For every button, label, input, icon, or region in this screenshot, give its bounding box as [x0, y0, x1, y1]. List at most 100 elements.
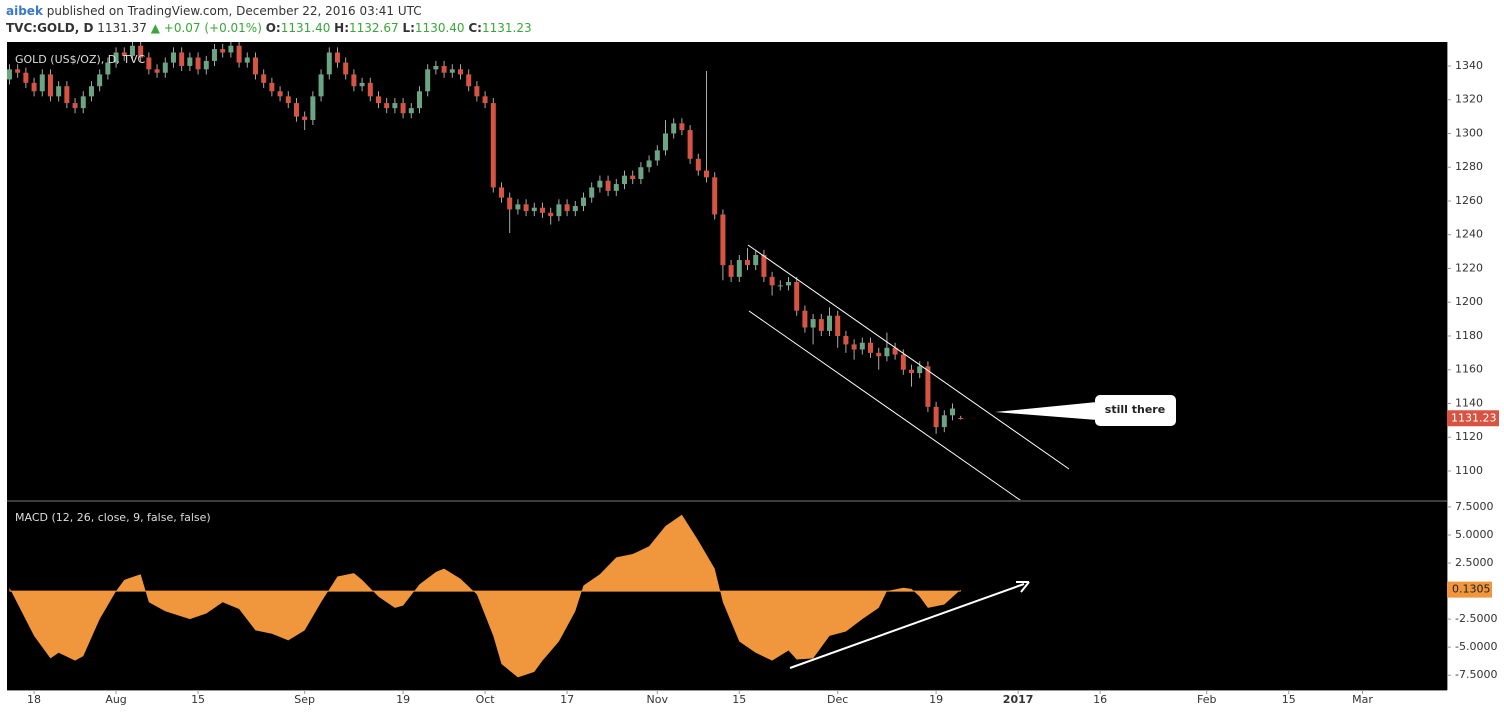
y-tick-label: 1320 — [1455, 93, 1483, 106]
author[interactable]: aibek — [6, 4, 43, 18]
candle-body — [818, 319, 824, 331]
candle-body — [154, 69, 160, 73]
candle-body — [302, 116, 308, 120]
candle-body — [876, 352, 882, 357]
candle-body — [556, 204, 562, 217]
candle-body — [909, 369, 915, 374]
candle-body — [466, 74, 472, 87]
candle-body — [31, 82, 37, 92]
candle-body — [285, 96, 291, 104]
candle-body — [179, 52, 185, 66]
x-tick-label: 15 — [732, 693, 746, 706]
candle-body — [728, 265, 734, 277]
x-tick-label: 17 — [560, 693, 574, 706]
header: aibek published on TradingView.com, Dece… — [6, 3, 532, 37]
candle-body — [761, 254, 767, 277]
candle-body — [507, 197, 513, 210]
candle-body — [433, 65, 439, 70]
candle-body — [868, 342, 874, 353]
x-tick-label: Sep — [294, 693, 315, 706]
candle-body — [679, 123, 685, 131]
y-tick-label: 5.0000 — [1455, 528, 1494, 541]
candle-body — [15, 69, 21, 73]
candle-body — [170, 52, 176, 63]
y-tick-label: 1240 — [1455, 228, 1483, 241]
candle-body — [97, 74, 103, 87]
y-tick-label: -5.0000 — [1455, 640, 1497, 653]
candle-body — [712, 177, 718, 215]
ohlc: O:1131.40 H:1132.67 L:1130.40 C:1131.23 — [266, 21, 532, 35]
candle-body — [359, 82, 365, 87]
candle-body — [695, 158, 701, 171]
candle-body — [392, 103, 398, 109]
last-value-box — [1447, 581, 1492, 598]
candle-body — [39, 74, 45, 92]
candle-body — [621, 175, 627, 185]
quote-line: TVC:GOLD, D 1131.37 ▲ +0.07 (+0.01%) O:1… — [6, 20, 532, 37]
x-tick-label: Feb — [1197, 693, 1216, 706]
candle-body — [859, 342, 865, 350]
candle-body — [7, 69, 12, 80]
candle-body — [138, 45, 144, 58]
candle-body — [548, 212, 554, 217]
candle-body — [662, 133, 668, 151]
price-title: GOLD (US$/OZ), D, TVC — [15, 53, 145, 66]
candle-body — [794, 281, 800, 311]
last-price: 1131.37 — [97, 21, 147, 35]
candle-body — [88, 86, 94, 97]
candle-body — [933, 406, 939, 428]
candle-body — [720, 214, 726, 266]
candle-body — [351, 74, 357, 87]
y-tick-label: 2.5000 — [1455, 556, 1494, 569]
candle-body — [400, 103, 406, 114]
candle-body — [449, 69, 455, 73]
candle-body — [367, 82, 373, 97]
candle-body — [810, 319, 816, 328]
candle-body — [490, 103, 496, 188]
candle-body — [72, 103, 78, 109]
x-tick-label: 15 — [1282, 693, 1296, 706]
candle-body — [187, 57, 193, 66]
macd-title: MACD (12, 26, close, 9, false, false) — [15, 511, 211, 524]
y-tick-label: 7.5000 — [1455, 500, 1494, 513]
y-tick-label: 1160 — [1455, 363, 1483, 376]
candle-body — [425, 69, 431, 92]
candle-body — [941, 415, 947, 428]
candle-body — [47, 74, 53, 97]
candle-body — [736, 260, 742, 277]
y-tick-label: 1140 — [1455, 396, 1483, 409]
symbol: TVC:GOLD, D — [6, 21, 94, 35]
candle-body — [515, 204, 521, 210]
candle-body — [884, 347, 890, 357]
channel-lower — [748, 310, 1021, 500]
y-tick-label: 1180 — [1455, 329, 1483, 342]
candle-body — [277, 91, 283, 97]
candle-body — [326, 52, 332, 75]
macd-panel — [9, 514, 961, 678]
macd-area — [9, 514, 961, 678]
candle-body — [827, 315, 833, 331]
candle-body — [900, 354, 906, 370]
candle-body — [958, 417, 964, 419]
candle-body — [777, 285, 783, 287]
candle-body — [564, 204, 570, 212]
candle-body — [129, 45, 135, 56]
candle-body — [310, 96, 316, 120]
last-value-label: 0.1305 — [1452, 583, 1491, 596]
published: published on TradingView.com, December 2… — [46, 4, 422, 18]
y-tick-label: 1340 — [1455, 59, 1483, 72]
ohlc-value: 1130.40 — [414, 21, 465, 35]
candle-body — [23, 72, 29, 83]
y-tick-label: 1200 — [1455, 295, 1483, 308]
x-tick-label: 2017 — [1003, 693, 1034, 706]
candle-body — [523, 204, 529, 212]
candle-body — [375, 96, 381, 104]
candle-body — [162, 62, 168, 73]
candle-body — [334, 52, 340, 63]
x-tick-label: 19 — [929, 693, 943, 706]
candle-body — [416, 91, 422, 109]
candle-body — [56, 86, 62, 97]
candle-body — [457, 69, 463, 75]
